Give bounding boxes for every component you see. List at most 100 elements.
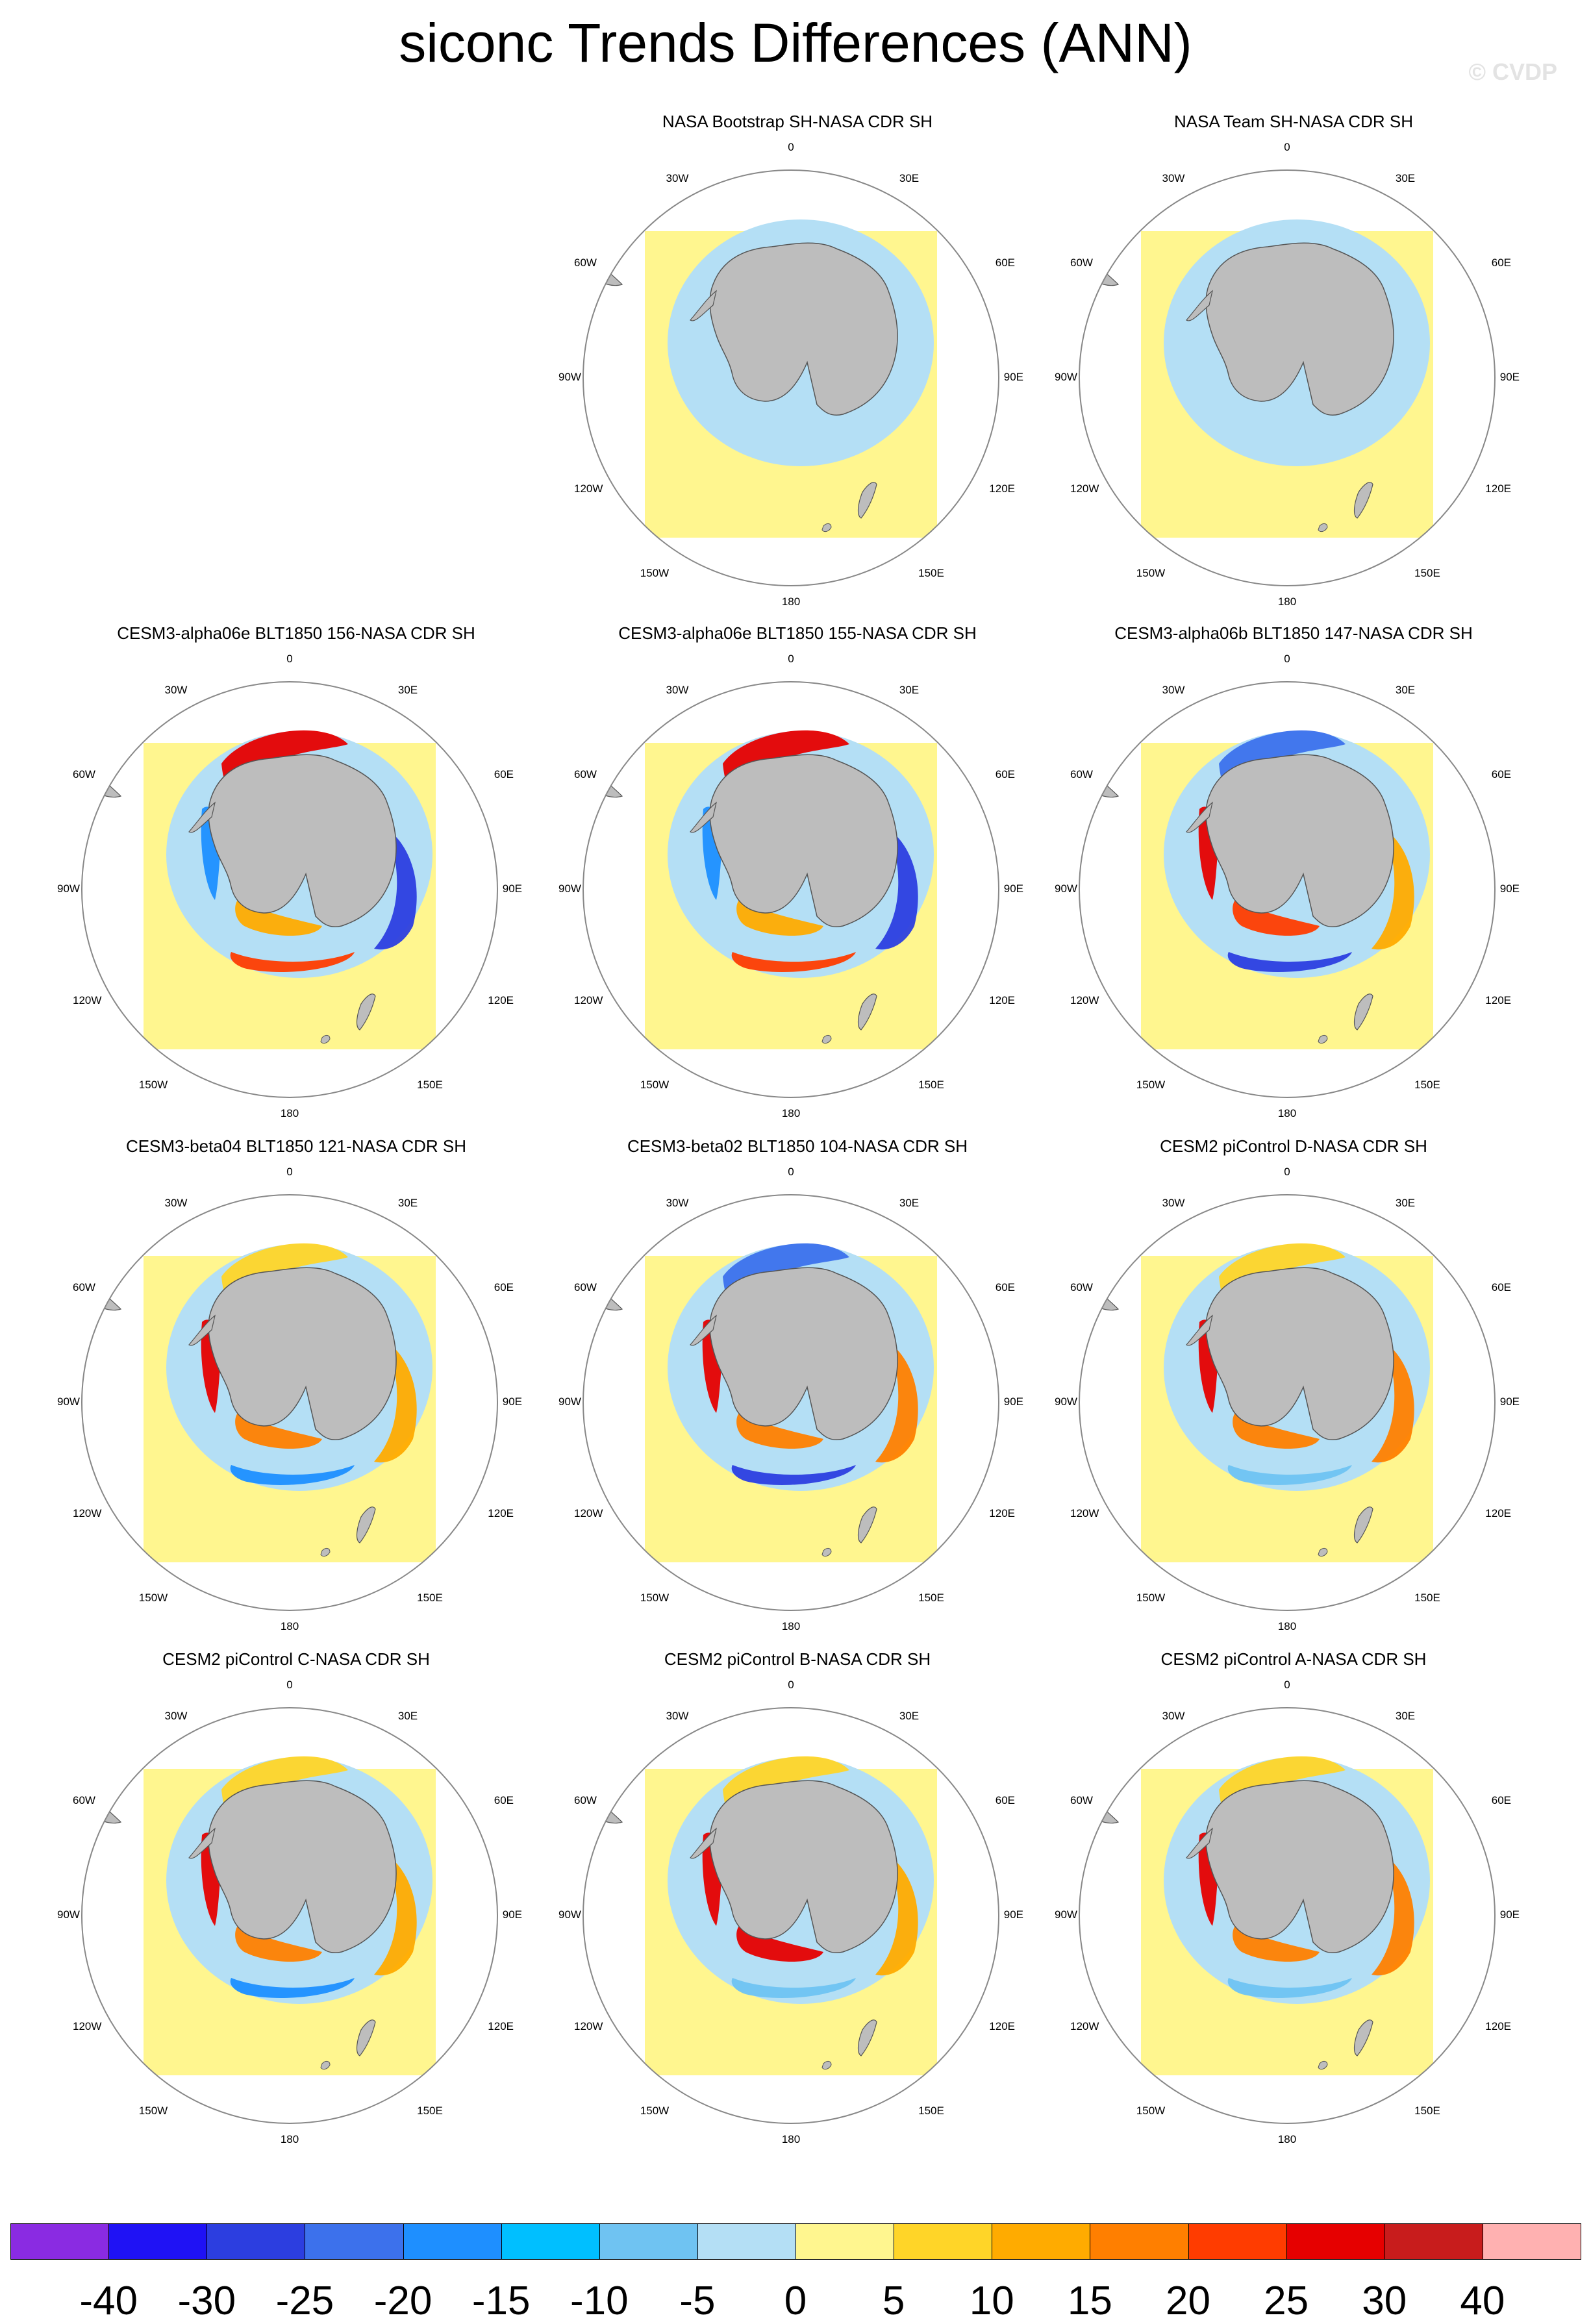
colorbar-tick-label: -30 (177, 2279, 236, 2323)
longitude-label: 0 (286, 653, 292, 665)
anomaly-pacific-far (731, 952, 856, 972)
new-zealand-landmass (1353, 482, 1373, 519)
longitude-label: 90E (1004, 1395, 1023, 1408)
map-panel: CESM2 piControl B-NASA CDR SH 0 180 90W 90E 3… (551, 1649, 1044, 2162)
longitude-label: 30W (165, 1710, 188, 1722)
longitude-label: 0 (1284, 1679, 1290, 1691)
panel-title: CESM2 piControl C-NASA CDR SH (162, 1649, 430, 1669)
longitude-label: 150E (918, 1079, 944, 1091)
panel-title: CESM2 piControl A-NASA CDR SH (1160, 1649, 1427, 1669)
longitude-label: 90E (1004, 882, 1023, 895)
longitude-label: 60W (574, 1794, 597, 1806)
longitude-label: 150E (417, 2105, 443, 2117)
longitude-label: 0 (1284, 141, 1290, 153)
colorbar-swatch (894, 2223, 993, 2260)
panel-title: CESM3-beta02 BLT1850 104-NASA CDR SH (627, 1136, 968, 1156)
map-panel: CESM2 piControl C-NASA CDR SH 0 180 90W 90E 3… (49, 1649, 543, 2162)
longitude-label: 90W (1055, 1908, 1077, 1921)
anomaly-east-antarctic (875, 1342, 918, 1463)
longitude-label: 90E (1500, 1908, 1520, 1921)
colorbar-swatch (992, 2223, 1091, 2260)
new-zealand-landmass (1353, 1506, 1373, 1543)
longitude-label: 180 (1278, 1620, 1296, 1632)
longitude-label: 150W (640, 567, 669, 579)
map-boundary-circle (583, 1194, 999, 1611)
polar-map: 0 180 90W 90E 30W 30E 60W 60E 120W 120E 150W 150E (57, 653, 522, 1119)
anomaly-weddell-atlantic (1219, 1243, 1346, 1305)
new-zealand-landmass (356, 993, 376, 1031)
longitude-label: 90E (503, 1908, 522, 1921)
colorbar-tick-label: 20 (1166, 2279, 1210, 2323)
polar-map: 0 180 90W 90E 30W 30E 60W 60E 120W 120E 150W 150E (57, 1166, 522, 1632)
longitude-label: 60E (1492, 1794, 1511, 1806)
antarctic-peninsula (690, 290, 717, 321)
longitude-label: 30E (398, 1197, 418, 1209)
map-boundary-circle (81, 1707, 498, 2124)
longitude-label: 150W (1136, 2105, 1165, 2117)
new-zealand-landmass (857, 993, 877, 1031)
longitude-label: 150E (918, 1592, 944, 1604)
longitude-label: 90W (1055, 371, 1077, 383)
longitude-label: 90E (503, 1395, 522, 1408)
longitude-label: 150W (640, 2105, 669, 2117)
colorbar-tick-label: -15 (471, 2279, 531, 2323)
anomaly-east-antarctic (374, 829, 417, 950)
longitude-label: 90E (1500, 371, 1520, 383)
colorbar-swatch (1384, 2223, 1483, 2260)
longitude-label: 30W (1162, 1197, 1185, 1209)
anomaly-pacific-far (1227, 1465, 1352, 1485)
longitude-label: 120W (574, 482, 603, 495)
longitude-label: 120W (1070, 994, 1099, 1006)
new-zealand-landmass (857, 1506, 877, 1543)
longitude-label: 60E (996, 1794, 1015, 1806)
panel-title: CESM2 piControl D-NASA CDR SH (1160, 1136, 1427, 1156)
map-panel: CESM2 piControl A-NASA CDR SH 0 180 90W 90E 3… (1047, 1649, 1540, 2162)
colorbar-tick-label: 0 (784, 2279, 807, 2323)
antarctica-landmass (208, 1780, 397, 1953)
longitude-label: 150W (1136, 567, 1165, 579)
longitude-label: 180 (782, 1620, 800, 1632)
longitude-label: 30W (1162, 1710, 1185, 1722)
colorbar-tick-label: -5 (679, 2279, 716, 2323)
longitude-label: 60E (1492, 256, 1511, 269)
colorbar: -40 -30 -25 -20 -15 -10 -5 0 5 10 15 20 25 30 40 (0, 2221, 1591, 2323)
longitude-label: 0 (1284, 1166, 1290, 1178)
longitude-label: 150W (139, 2105, 168, 2117)
longitude-label: 30W (666, 1710, 689, 1722)
new-zealand-landmass (1353, 993, 1373, 1031)
antarctica-landmass (1205, 242, 1394, 416)
colorbar-swatch (1188, 2223, 1287, 2260)
small-island (320, 1034, 331, 1044)
colorbar-swatch (403, 2223, 502, 2260)
longitude-label: 60E (494, 1794, 514, 1806)
longitude-label: 180 (281, 1107, 299, 1119)
panel-title: NASA Team SH-NASA CDR SH (1174, 112, 1413, 131)
longitude-label: 60W (73, 1281, 95, 1293)
map-panel: NASA Bootstrap SH-NASA CDR SH 0 180 90W 90E 3… (551, 112, 1044, 625)
antarctic-peninsula (1186, 1827, 1213, 1859)
longitude-label: 0 (788, 1679, 794, 1691)
longitude-label: 60W (73, 1794, 95, 1806)
longitude-label: 120W (73, 1507, 101, 1519)
colorbar-swatch (1286, 2223, 1385, 2260)
longitude-label: 180 (782, 595, 800, 608)
cvdp-watermark: © CVDP (1468, 58, 1557, 85)
anomaly-weddell-atlantic (723, 730, 849, 792)
antarctic-peninsula (188, 801, 216, 833)
anomaly-east-antarctic (875, 829, 918, 950)
small-island (1318, 2060, 1328, 2070)
panel-title: CESM2 piControl B-NASA CDR SH (664, 1649, 931, 1669)
new-zealand-landmass (857, 482, 877, 519)
new-zealand-landmass (857, 2019, 877, 2056)
anomaly-east-antarctic (1372, 1342, 1414, 1463)
colorbar-tick-label: 30 (1362, 2279, 1407, 2323)
small-island (320, 1547, 331, 1557)
longitude-label: 120E (989, 994, 1015, 1006)
anomaly-weddell-atlantic (723, 1756, 849, 1818)
map-boundary-circle (583, 169, 999, 586)
longitude-label: 60E (1492, 1281, 1511, 1293)
colorbar-swatch (108, 2223, 208, 2260)
longitude-label: 90E (1004, 1908, 1023, 1921)
colorbar-swatch (599, 2223, 698, 2260)
longitude-label: 120W (574, 994, 603, 1006)
